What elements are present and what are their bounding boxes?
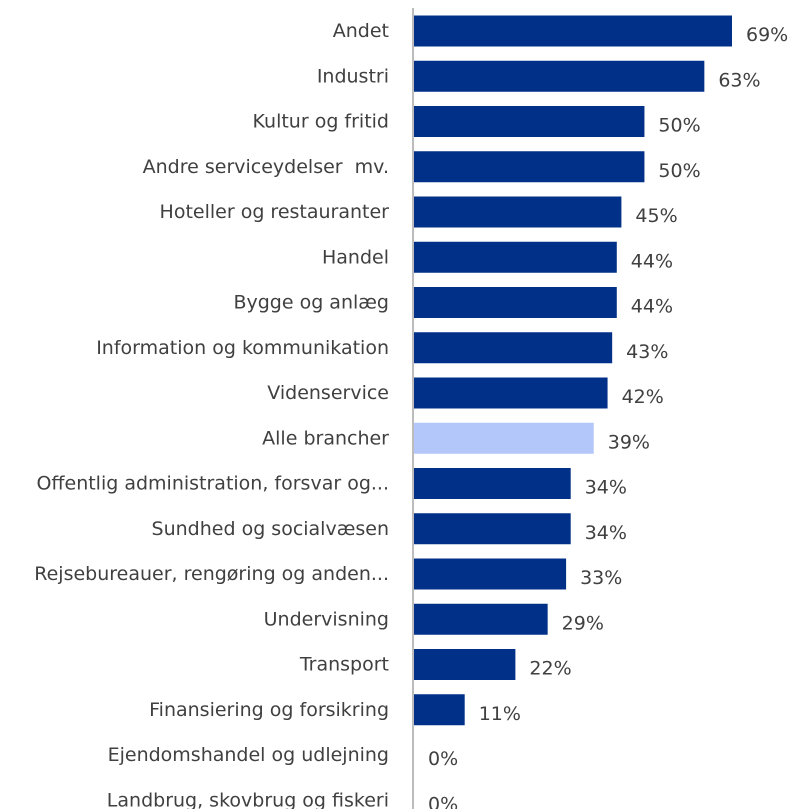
bar [414, 332, 613, 364]
category-label: Andre serviceydelser mv. [143, 156, 389, 178]
bar [414, 287, 617, 318]
category-label: Sundhed og socialvæsen [152, 518, 389, 540]
bar [414, 241, 617, 273]
value-label: 50% [658, 115, 700, 137]
value-label: 43% [626, 341, 668, 363]
category-label: Kultur og fritid [253, 111, 389, 133]
value-label: 44% [631, 296, 673, 318]
category-label: Industri [317, 65, 389, 87]
value-label: 50% [658, 160, 700, 182]
category-label: Ejendomshandel og udlejning [108, 744, 389, 766]
category-label: Handel [322, 246, 389, 268]
category-label: Hoteller og restauranter [160, 201, 390, 223]
value-label: 44% [631, 250, 673, 272]
category-label: Offentlig administration, forsvar og... [36, 473, 389, 495]
bar [414, 377, 608, 409]
value-label: 63% [718, 69, 760, 91]
category-label: Transport [299, 654, 389, 676]
bar [414, 422, 594, 454]
category-label: Landbrug, skovbrug og fiskeri [107, 789, 389, 809]
value-label: 29% [562, 612, 604, 634]
category-label: Information og kommunikation [96, 337, 389, 359]
bar [414, 15, 732, 47]
bar [414, 513, 571, 545]
bar [414, 694, 465, 726]
value-label: 0% [428, 748, 458, 770]
bar [414, 558, 567, 590]
value-label: 0% [428, 793, 458, 809]
bar [414, 106, 645, 137]
bars-layer: Andet 69% Industri 63% Kultur og fritid 50% An… [34, 15, 788, 809]
bar [414, 151, 645, 183]
value-label: 39% [608, 431, 650, 453]
category-label: Alle brancher [262, 427, 389, 449]
value-label: 45% [635, 205, 677, 227]
value-label: 69% [746, 24, 788, 46]
category-label: Videnservice [267, 382, 389, 404]
category-label: Andet [333, 20, 389, 42]
category-label: Finansiering og forsikring [149, 699, 389, 721]
value-label: 34% [585, 477, 627, 499]
value-label: 42% [622, 386, 664, 408]
value-label: 34% [585, 522, 627, 544]
category-label: Bygge og anlæg [233, 292, 389, 314]
bar [414, 649, 516, 680]
bar [414, 468, 571, 499]
bar [414, 196, 622, 228]
value-label: 11% [479, 703, 521, 725]
category-label: Undervisning [264, 608, 389, 630]
category-label: Rejsebureauer, rengøring og anden... [34, 563, 389, 585]
bar [414, 603, 548, 635]
value-label: 22% [529, 658, 571, 680]
value-label: 33% [580, 567, 622, 589]
bar [414, 60, 705, 92]
